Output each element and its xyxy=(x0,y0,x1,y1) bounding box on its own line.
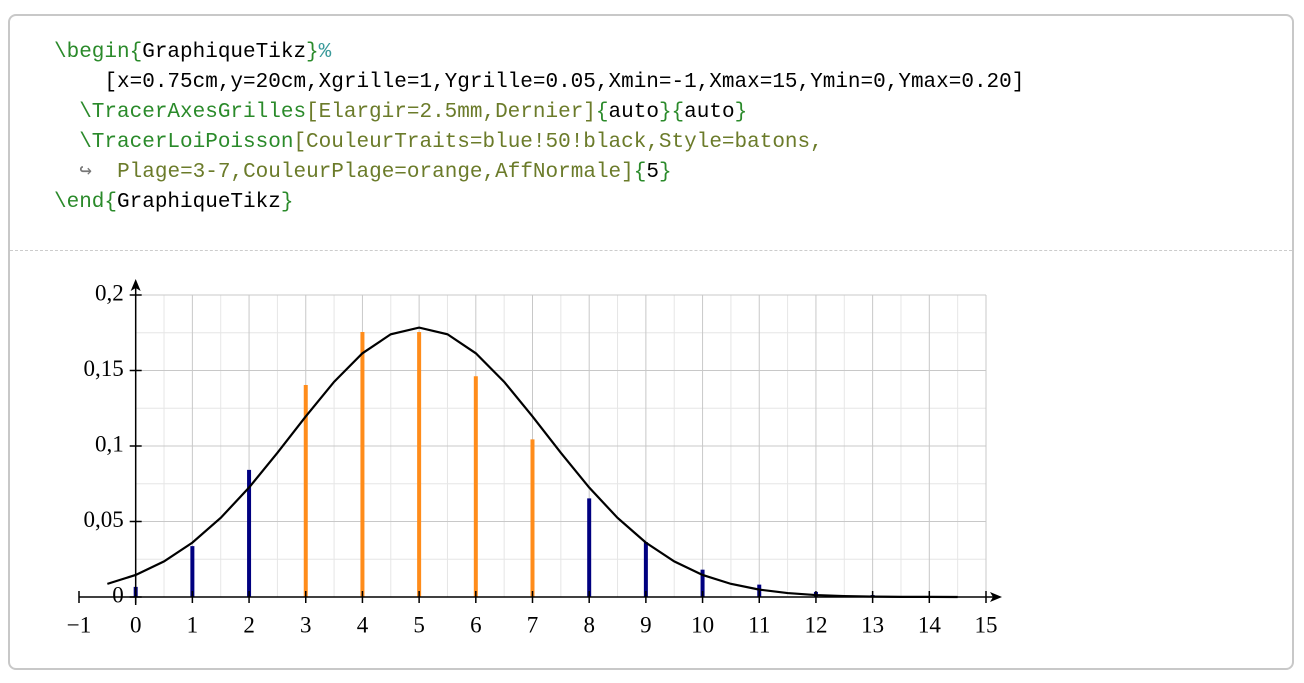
code-token: } xyxy=(306,41,319,64)
x-tick-label: 1 xyxy=(187,612,199,637)
code-block: \begin{GraphiqueTikz}% [x=0.75cm,y=20cm,… xyxy=(54,38,1024,218)
x-tick-label: 10 xyxy=(691,612,714,637)
code-token: auto xyxy=(608,101,659,124)
code-line: ↪ Plage=3-7,CouleurPlage=orange,AffNorma… xyxy=(54,158,1024,188)
code-token: { xyxy=(633,161,647,184)
code-token: [x=0.75cm,y=20cm,Xgrille=1,Ygrille=0.05,… xyxy=(54,71,1025,94)
x-tick-label: 13 xyxy=(861,612,884,637)
code-token: \TracerLoiPoisson xyxy=(54,131,294,154)
y-arrow xyxy=(130,279,141,291)
x-tick-label: 2 xyxy=(243,612,255,637)
x-tick-label: −1 xyxy=(67,612,91,637)
code-token: \begin{ xyxy=(54,41,143,64)
example-box: \begin{GraphiqueTikz}% [x=0.75cm,y=20cm,… xyxy=(8,14,1294,670)
x-tick-label: 6 xyxy=(470,612,482,637)
x-tick-label: 15 xyxy=(975,612,998,637)
code-token: ↪ xyxy=(54,161,118,184)
code-token: % xyxy=(318,41,332,64)
code-token: 5 xyxy=(646,161,659,184)
x-tick-label: 7 xyxy=(527,612,539,637)
code-token: auto xyxy=(684,101,735,124)
x-tick-label: 9 xyxy=(640,612,652,637)
x-tick-label: 4 xyxy=(357,612,369,637)
x-tick-label: 14 xyxy=(918,612,942,637)
code-token: Plage=3-7,CouleurPlage=orange,AffNormale… xyxy=(117,161,634,184)
x-tick-label: 3 xyxy=(300,612,312,637)
x-tick-label: 0 xyxy=(130,612,142,637)
y-tick-label: 0,05 xyxy=(83,507,123,532)
code-line: [x=0.75cm,y=20cm,Xgrille=1,Ygrille=0.05,… xyxy=(54,68,1024,98)
y-tick-label: 0,15 xyxy=(83,356,123,381)
code-token: [CouleurTraits=blue!50!black,Style=baton… xyxy=(293,131,823,154)
code-token: } xyxy=(734,101,748,124)
y-tick-label: 0,1 xyxy=(95,431,124,456)
code-line: \begin{GraphiqueTikz}% xyxy=(54,38,1024,68)
code-line: \TracerAxesGrilles[Elargir=2.5mm,Dernier… xyxy=(54,98,1024,128)
code-token: [Elargir=2.5mm,Dernier] xyxy=(306,101,596,124)
code-token: } xyxy=(658,161,672,184)
code-token: GraphiqueTikz xyxy=(117,191,281,214)
code-token: }{ xyxy=(658,101,685,124)
y-tick-label: 0,2 xyxy=(95,280,124,305)
x-arrow xyxy=(990,592,1002,602)
x-tick-label: 11 xyxy=(748,612,770,637)
code-token: \end{ xyxy=(54,191,118,214)
code-line: \TracerLoiPoisson[CouleurTraits=blue!50!… xyxy=(54,128,1024,158)
code-token: { xyxy=(595,101,609,124)
x-tick-label: 12 xyxy=(804,612,827,637)
separator xyxy=(10,250,1292,251)
code-line: \end{GraphiqueTikz} xyxy=(54,188,1024,218)
x-tick-label: 5 xyxy=(413,612,425,637)
y-tick-label: 0 xyxy=(112,582,124,607)
x-tick-label: 8 xyxy=(583,612,595,637)
code-token: } xyxy=(280,191,294,214)
code-token: \TracerAxesGrilles xyxy=(54,101,307,124)
code-token: GraphiqueTikz xyxy=(142,41,307,64)
